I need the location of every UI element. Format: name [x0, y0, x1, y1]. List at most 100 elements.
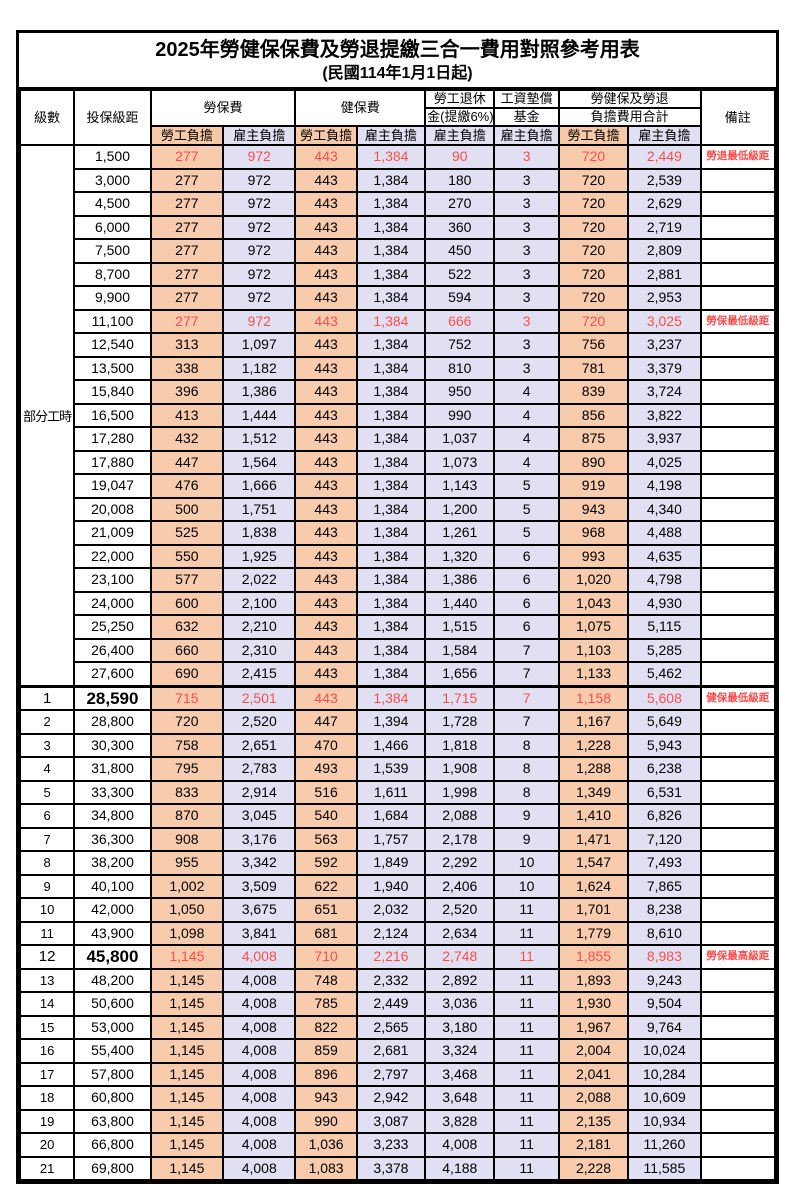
- value-cell: 1,288: [557, 756, 630, 782]
- value-cell: 8: [493, 732, 560, 758]
- bracket-cell: 3,000: [73, 167, 152, 193]
- value-cell: 2,124: [355, 920, 427, 946]
- level-cell: 14: [18, 991, 76, 1017]
- value-cell: 1,930: [557, 991, 630, 1017]
- value-cell: 525: [149, 520, 225, 546]
- bracket-cell: 23,100: [73, 567, 152, 593]
- value-cell: 3: [493, 144, 560, 170]
- value-cell: 4,008: [222, 1061, 297, 1087]
- value-cell: 443: [294, 144, 358, 170]
- value-cell: 8: [493, 756, 560, 782]
- bracket-cell: 48,200: [73, 967, 152, 993]
- level-cell: 19: [18, 1108, 76, 1134]
- value-cell: 3: [493, 308, 560, 334]
- value-cell: 3,237: [627, 332, 702, 358]
- value-cell: 3: [493, 261, 560, 287]
- value-cell: 2,135: [557, 1108, 630, 1134]
- value-cell: 2,228: [557, 1155, 630, 1181]
- value-cell: 11: [493, 1108, 560, 1134]
- value-cell: 1,145: [149, 1014, 225, 1040]
- value-cell: 666: [424, 308, 496, 334]
- value-cell: 1,098: [149, 920, 225, 946]
- value-cell: 1,818: [424, 732, 496, 758]
- table-row: 7,500 277 972 443 1,384 450 3 720 2,809: [20, 238, 777, 264]
- value-cell: 1,384: [355, 426, 427, 452]
- value-cell: 1,384: [355, 144, 427, 170]
- table-row: 5 33,300 833 2,914 516 1,611 1,998 8 1,349 6,531: [18, 779, 777, 805]
- table-row: 9 40,100 1,002 3,509 622 1,940 2,406 10 1,624 7,8…: [18, 873, 777, 899]
- value-cell: 720: [557, 308, 630, 334]
- table-row: 14 50,600 1,145 4,008 785 2,449 3,036 11 1,930 9,…: [18, 991, 777, 1017]
- remark-cell: [699, 496, 777, 522]
- page-title: 2025年勞健保保費及勞退提繳三合一費用對照參考用表: [155, 39, 640, 61]
- value-cell: 1,838: [222, 520, 297, 546]
- value-cell: 1,037: [424, 426, 496, 452]
- value-cell: 5,462: [627, 661, 702, 687]
- value-cell: 3,822: [627, 402, 702, 428]
- level-cell: 5: [18, 779, 76, 805]
- value-cell: 476: [149, 473, 225, 499]
- remark-cell: [699, 732, 777, 758]
- value-cell: 2,181: [557, 1132, 630, 1158]
- value-cell: 3,841: [222, 920, 297, 946]
- value-cell: 6,826: [627, 803, 702, 829]
- value-cell: 3,180: [424, 1014, 496, 1040]
- value-cell: 1,097: [222, 332, 297, 358]
- table-row: 1 28,590 715 2,501 443 1,384 1,715 7 1,158 5,608 健…: [18, 684, 777, 711]
- value-cell: 7: [493, 661, 560, 687]
- value-cell: 6,531: [627, 779, 702, 805]
- bracket-cell: 21,009: [73, 520, 152, 546]
- table-row: 4,500 277 972 443 1,384 270 3 720 2,629: [20, 191, 777, 217]
- value-cell: 2,942: [355, 1085, 427, 1111]
- value-cell: 1,925: [222, 543, 297, 569]
- value-cell: 470: [294, 732, 358, 758]
- value-cell: 443: [294, 332, 358, 358]
- value-cell: 1,145: [149, 1085, 225, 1111]
- table-row: 18 60,800 1,145 4,008 943 2,942 3,648 11 2,088 10…: [18, 1085, 777, 1111]
- value-cell: 859: [294, 1038, 358, 1064]
- value-cell: 1,384: [355, 520, 427, 546]
- remark-cell: 勞保最高級距: [699, 944, 777, 970]
- level-cell: 16: [18, 1038, 76, 1064]
- level-cell: 9: [18, 873, 76, 899]
- level-cell: 8: [18, 850, 76, 876]
- value-cell: 1,384: [355, 355, 427, 381]
- value-cell: 413: [149, 402, 225, 428]
- value-cell: 1,145: [149, 944, 225, 970]
- value-cell: 4,008: [222, 1014, 297, 1040]
- value-cell: 720: [557, 238, 630, 264]
- value-cell: 277: [149, 214, 225, 240]
- table-row: 26,400 660 2,310 443 1,384 1,584 7 1,103 5,285: [20, 637, 777, 663]
- level-cell: 7: [18, 826, 76, 852]
- value-cell: 720: [557, 191, 630, 217]
- header-total-line2: 負擔費用合計: [557, 107, 702, 127]
- table-row: 6,000 277 972 443 1,384 360 3 720 2,719: [20, 214, 777, 240]
- table-row: 3,000 277 972 443 1,384 180 3 720 2,539: [20, 167, 777, 193]
- table-row: 17 57,800 1,145 4,008 896 2,797 3,468 11 2,041 10…: [18, 1061, 777, 1087]
- value-cell: 3,342: [222, 850, 297, 876]
- value-cell: 943: [557, 496, 630, 522]
- value-cell: 443: [294, 355, 358, 381]
- value-cell: 4,008: [222, 1038, 297, 1064]
- value-cell: 277: [149, 308, 225, 334]
- level-cell: 17: [18, 1061, 76, 1087]
- value-cell: 11,260: [627, 1132, 702, 1158]
- value-cell: 833: [149, 779, 225, 805]
- value-cell: 1,728: [424, 709, 496, 735]
- value-cell: 443: [294, 473, 358, 499]
- value-cell: 972: [222, 285, 297, 311]
- value-cell: 1,043: [557, 590, 630, 616]
- bracket-cell: 36,300: [73, 826, 152, 852]
- value-cell: 1,384: [355, 379, 427, 405]
- bracket-cell: 28,800: [73, 709, 152, 735]
- table-row: 3 30,300 758 2,651 470 1,466 1,818 8 1,228 5,943: [18, 732, 777, 758]
- level-cell: 1: [18, 684, 76, 711]
- value-cell: 1,145: [149, 1132, 225, 1158]
- level-cell: 6: [18, 803, 76, 829]
- table-row: 部分工時 1,500 277 972 443 1,384 90 3 720 2,449 勞退最低級距: [18, 144, 777, 687]
- value-cell: 443: [294, 238, 358, 264]
- value-cell: 720: [149, 709, 225, 735]
- value-cell: 856: [557, 402, 630, 428]
- bracket-cell: 22,000: [73, 543, 152, 569]
- table-row: 11,100 277 972 443 1,384 666 3 720 3,025 勞保最低級距: [20, 308, 777, 334]
